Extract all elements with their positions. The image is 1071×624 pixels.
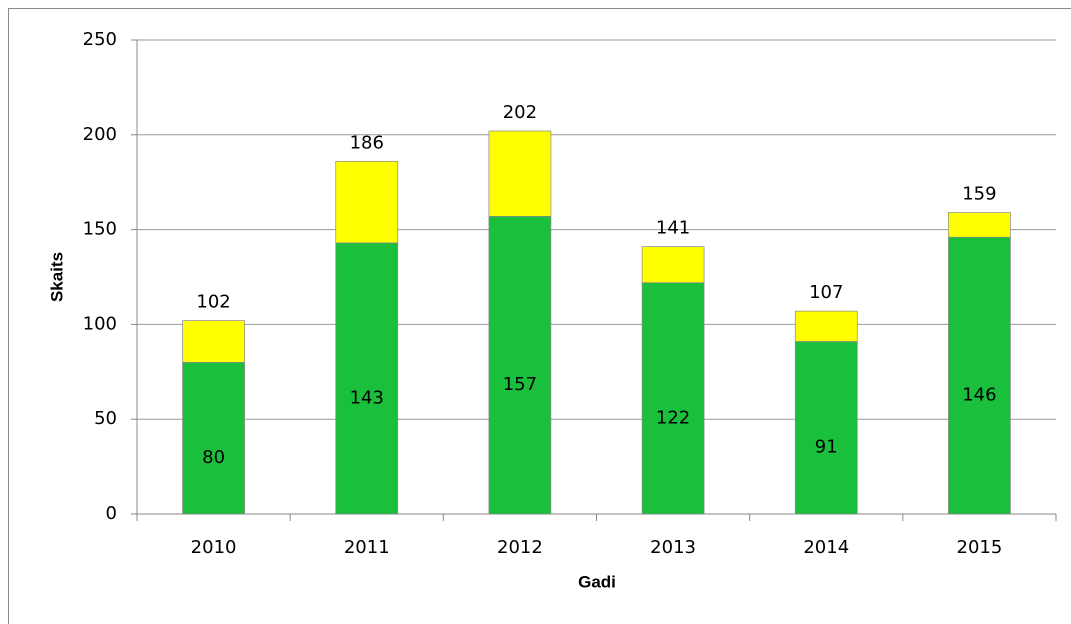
bar-segment — [641, 246, 705, 284]
data-label: 91 — [815, 437, 838, 458]
x-tick-label: 2013 — [650, 537, 696, 558]
chart-frame — [8, 8, 1071, 624]
x-tick-label: 2010 — [191, 537, 237, 558]
y-tick-label: 150 — [83, 219, 117, 240]
total-label: 159 — [962, 184, 996, 205]
total-label: 141 — [656, 218, 690, 239]
data-label: 146 — [962, 385, 996, 406]
x-tick-label: 2012 — [497, 537, 543, 558]
y-tick-label: 250 — [83, 29, 117, 50]
bar-segment — [335, 160, 399, 244]
y-tick-label: 0 — [106, 503, 117, 524]
bar-segment — [948, 212, 1011, 238]
bar-segment — [488, 130, 552, 217]
x-tick-label: 2015 — [957, 537, 1003, 558]
bar-segment — [182, 320, 245, 363]
total-label: 186 — [350, 132, 384, 153]
y-tick-label: 200 — [83, 124, 117, 145]
x-tick-label: 2014 — [803, 537, 849, 558]
bar-segment — [948, 236, 1011, 515]
x-tick-label: 2011 — [344, 537, 390, 558]
bar-segment — [641, 282, 705, 515]
y-tick-label: 100 — [83, 313, 117, 334]
total-label: 202 — [503, 102, 537, 123]
bar-segment — [488, 215, 552, 515]
bar-segment — [182, 361, 245, 515]
y-tick-label: 50 — [94, 408, 117, 429]
bar-segment — [794, 341, 858, 515]
bar-segment — [794, 310, 858, 342]
data-label: 143 — [350, 387, 384, 408]
x-axis-title: Gadi — [578, 572, 616, 591]
data-label: 122 — [656, 407, 690, 428]
data-label: 157 — [503, 374, 537, 395]
bar-segment — [335, 242, 399, 515]
total-label: 107 — [809, 282, 843, 303]
y-axis-title: Skaits — [47, 252, 66, 302]
data-label: 80 — [202, 447, 225, 468]
total-label: 102 — [196, 292, 230, 313]
